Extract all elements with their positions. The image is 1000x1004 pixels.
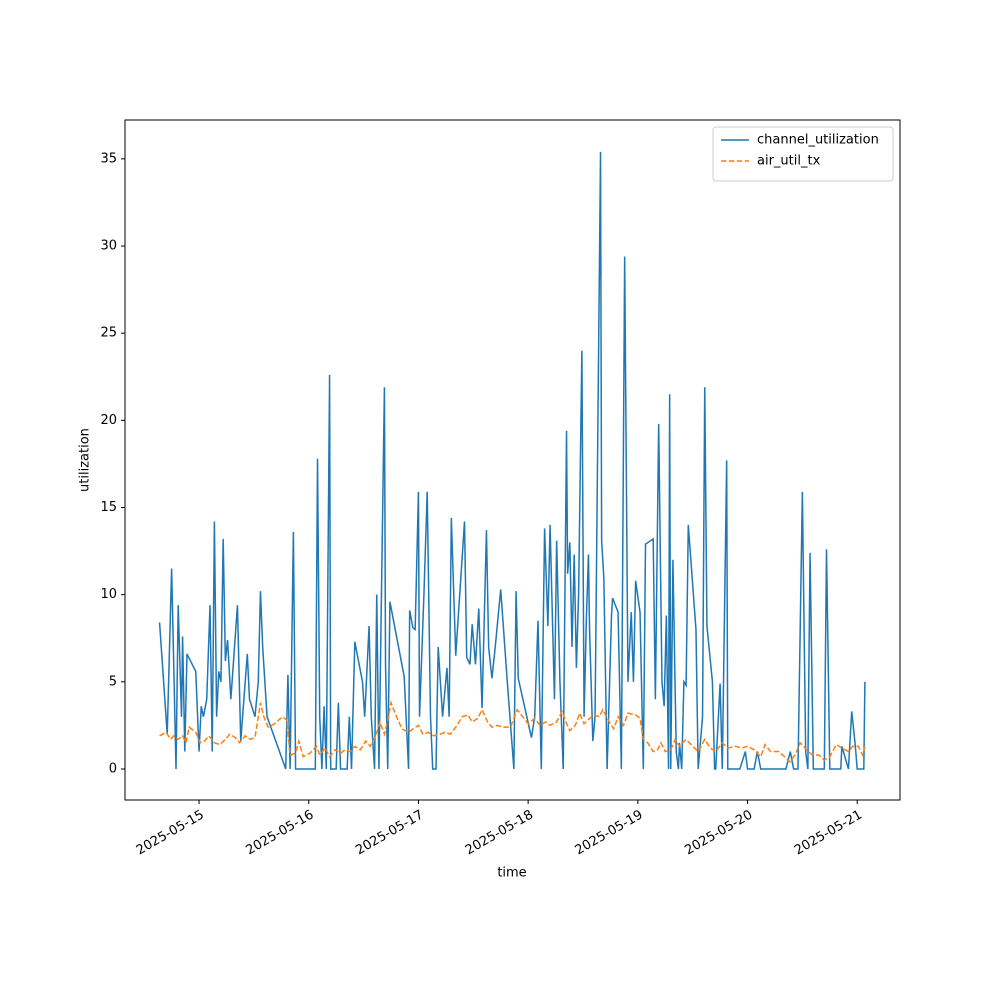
y-tick-label: 20 bbox=[100, 413, 117, 428]
y-tick-label: 0 bbox=[109, 761, 117, 776]
y-tick-label: 30 bbox=[100, 239, 117, 254]
legend-label: channel_utilization bbox=[757, 133, 879, 148]
y-tick-label: 25 bbox=[100, 326, 117, 341]
y-axis-label: utilization bbox=[78, 428, 93, 492]
y-tick-label: 5 bbox=[109, 674, 117, 689]
legend-label: air_util_tx bbox=[757, 154, 821, 169]
y-tick-label: 10 bbox=[100, 587, 117, 602]
x-axis-label: time bbox=[497, 866, 526, 881]
data-line bbox=[159, 700, 866, 764]
y-tick-label: 15 bbox=[100, 500, 117, 515]
data-line bbox=[158, 151, 866, 770]
legend-box bbox=[712, 126, 894, 182]
y-tick-label: 35 bbox=[100, 151, 117, 166]
plot-frame bbox=[124, 119, 901, 801]
